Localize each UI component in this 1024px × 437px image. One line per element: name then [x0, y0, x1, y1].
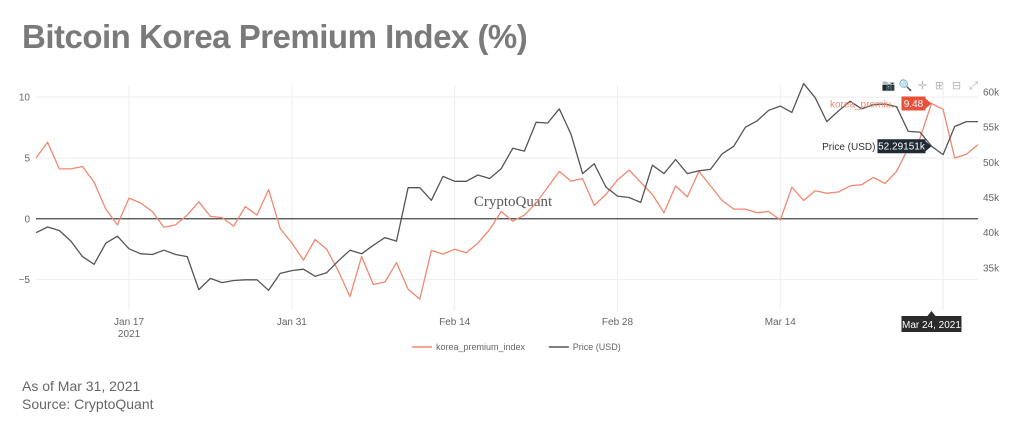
price-hover-label: Price (USD): [822, 142, 875, 153]
legend-label: Price (USD): [573, 342, 621, 352]
price-hover-value: 52.29151k: [878, 142, 926, 153]
y-left-tick-label: −5: [19, 275, 31, 286]
legend-item[interactable]: Price (USD): [548, 342, 621, 352]
chart-toolbar: 📷 🔍 ✛ ⊞ ⊟ ⤢: [881, 78, 980, 93]
source-note: Source: CryptoQuant: [22, 396, 154, 412]
y-left-tick-label: 5: [24, 153, 30, 164]
as-of-note: As of Mar 31, 2021: [22, 378, 141, 394]
y-left-tick-label: 10: [19, 93, 31, 104]
y-left-tick-label: 0: [24, 214, 30, 225]
zoom-out-icon[interactable]: ⊟: [951, 79, 962, 92]
y-right-tick-label: 50k: [983, 158, 1000, 169]
x-tick-label: Jan 31: [277, 317, 307, 328]
date-hover-box: [901, 316, 962, 332]
legend-item[interactable]: korea_premium_index: [412, 342, 526, 352]
date-hover-label: Mar 24, 2021: [902, 320, 961, 331]
premium-hover-pointer: [925, 98, 932, 109]
pan-icon[interactable]: ✛: [917, 79, 928, 92]
price-hover-box: [877, 139, 926, 154]
hover-tooltips: korea_premiu... 9.48 Price (USD) 52.29151k M…: [822, 96, 962, 332]
zoom-icon[interactable]: 🔍: [898, 79, 913, 92]
zoom-in-icon[interactable]: ⊞: [934, 79, 945, 92]
premium-hover-value: 9.48: [904, 99, 924, 110]
legend-label: korea_premium_index: [436, 342, 526, 352]
x-tick-label: Jan 17: [114, 317, 144, 328]
series-line-korea-premium-index: [35, 102, 979, 300]
page-title: Bitcoin Korea Premium Index (%): [22, 18, 528, 55]
y-right-tick-label: 60k: [983, 88, 1000, 99]
chart-legend[interactable]: korea_premium_index Price (USD): [412, 342, 621, 352]
chart-grid: [36, 85, 978, 310]
y-right-tick-label: 40k: [983, 228, 1000, 239]
chart-series: [35, 82, 979, 300]
autoscale-icon[interactable]: ⤢: [969, 78, 978, 92]
x-tick-sublabel: 2021: [118, 329, 141, 340]
premium-hover-box: [901, 96, 926, 111]
price-hover-pointer: [925, 141, 932, 152]
camera-icon[interactable]: 📷: [881, 79, 896, 92]
y-right-tick-label: 45k: [983, 193, 1000, 204]
series-line-price-usd-: [35, 82, 978, 291]
date-hover-pointer: [927, 311, 936, 316]
y-right-tick-label: 55k: [983, 123, 1000, 134]
x-tick-label: Feb 14: [439, 317, 471, 328]
x-tick-label: Feb 28: [602, 317, 634, 328]
premium-hover-label: korea_premiu...: [830, 99, 899, 110]
x-tick-label: Mar 14: [765, 317, 797, 328]
y-right-tick-label: 35k: [983, 263, 1000, 274]
